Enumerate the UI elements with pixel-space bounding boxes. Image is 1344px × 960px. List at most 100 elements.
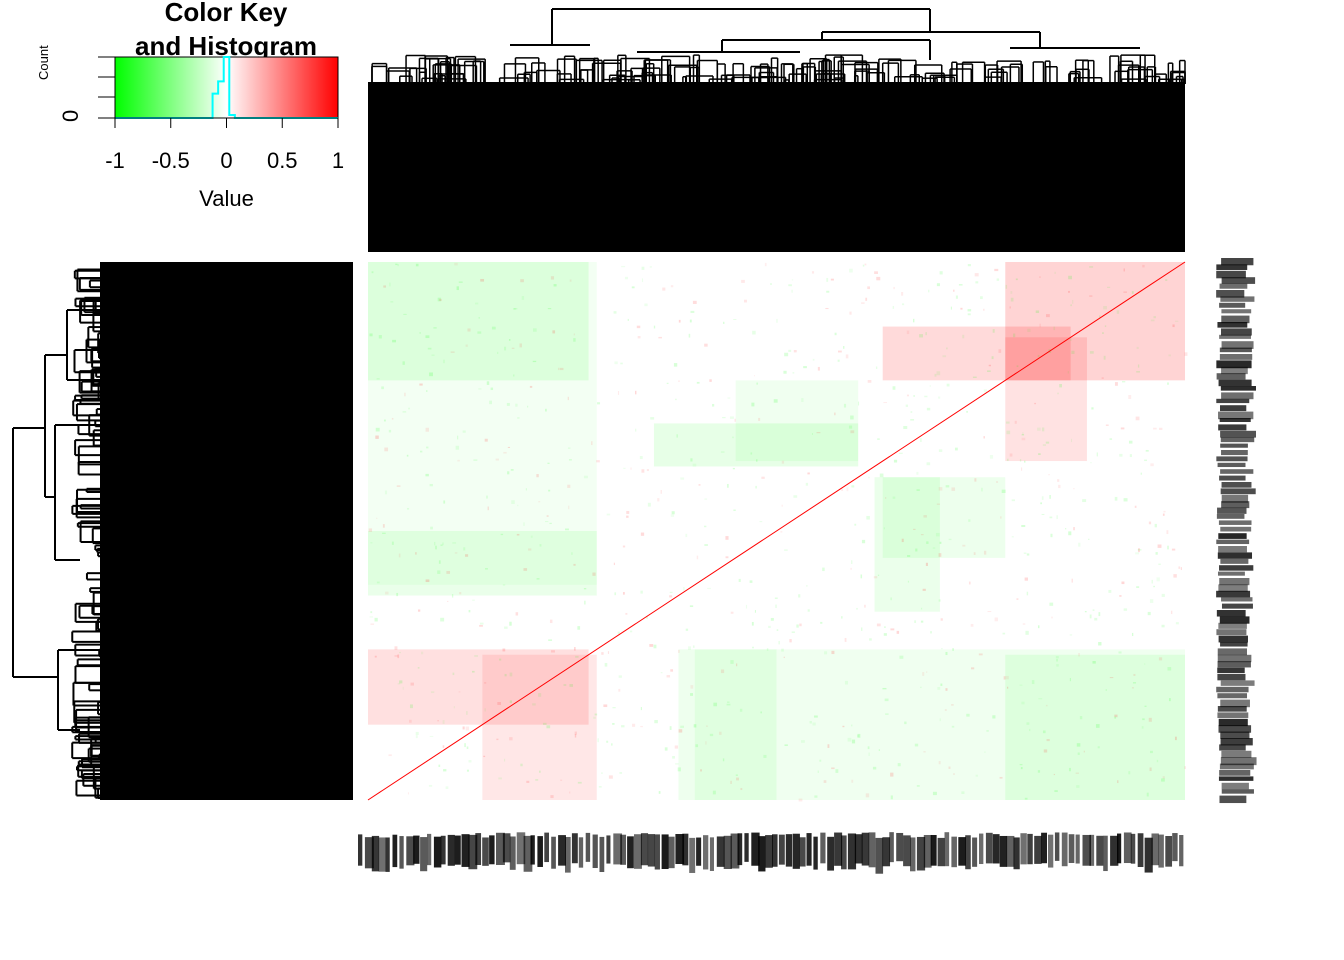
heatmap-cell	[504, 626, 508, 629]
heatmap-cell	[759, 521, 763, 523]
column-label	[1103, 835, 1108, 872]
heatmap-cell	[755, 485, 757, 489]
heatmap-cell	[898, 452, 903, 454]
heatmap-cell	[817, 770, 819, 773]
heatmap-cell	[752, 330, 756, 335]
heatmap-cell	[1046, 738, 1050, 742]
heatmap-cell	[466, 711, 468, 715]
heatmap-cell	[874, 271, 878, 274]
heatmap-cell	[1161, 593, 1165, 597]
heatmap-cell	[704, 343, 708, 347]
heatmap-cell	[1057, 392, 1059, 395]
heatmap-cell	[883, 527, 885, 530]
heatmap-cell	[1091, 407, 1094, 410]
column-label	[565, 836, 571, 873]
heatmap-cell	[727, 397, 731, 399]
heatmap-cell	[905, 404, 909, 407]
heatmap-cell	[966, 713, 970, 717]
heatmap-cell	[885, 713, 889, 715]
heatmap-cell	[781, 504, 783, 507]
heatmap-cell	[926, 671, 928, 673]
column-label	[889, 832, 894, 863]
heatmap-cell	[594, 713, 598, 716]
column-label	[627, 836, 634, 869]
heatmap-cell	[507, 471, 510, 475]
heatmap-cell	[451, 594, 454, 598]
heatmap-cell	[811, 271, 815, 274]
heatmap-cell	[841, 616, 843, 619]
heatmap-cell	[776, 318, 778, 323]
heatmap-cell	[948, 538, 952, 541]
heatmap-cell	[685, 533, 688, 538]
heatmap-cell	[640, 532, 645, 536]
column-label	[482, 837, 489, 866]
heatmap-cell	[929, 385, 931, 387]
row-label	[1220, 437, 1255, 443]
heatmap-block-mirror	[1005, 337, 1087, 462]
heatmap-cell	[406, 454, 409, 457]
heatmap-cell	[883, 633, 887, 636]
row-label	[1218, 546, 1247, 553]
heatmap-cell	[445, 786, 449, 790]
column-label	[537, 836, 543, 867]
heatmap-cell	[713, 702, 718, 707]
heatmap-cell	[834, 332, 837, 336]
heatmap-cell	[569, 684, 574, 687]
heatmap-cell	[928, 289, 930, 293]
heatmap-cell	[962, 544, 966, 547]
heatmap-cell	[1156, 577, 1160, 582]
heatmap-cell	[1128, 771, 1131, 775]
column-label	[958, 837, 966, 866]
heatmap-cell	[630, 467, 632, 470]
heatmap-cell	[778, 640, 780, 645]
heatmap-cell	[1089, 295, 1093, 298]
heatmap-cell	[370, 611, 373, 614]
heatmap-cell	[1168, 354, 1171, 357]
heatmap-cell	[730, 611, 734, 614]
column-label	[1089, 834, 1095, 866]
heatmap-cell	[565, 528, 569, 531]
heatmap-cell	[1070, 338, 1072, 341]
heatmap-cell	[704, 525, 707, 528]
column-label	[1013, 837, 1020, 870]
row-label	[1216, 264, 1248, 270]
heatmap-cell	[1101, 377, 1104, 379]
heatmap-cell	[1059, 384, 1062, 388]
heatmap-cell	[834, 412, 836, 416]
heatmap-cell	[429, 372, 433, 377]
heatmap-cell	[671, 511, 675, 515]
row-label	[1218, 584, 1248, 592]
heatmap-cell	[709, 379, 712, 382]
heatmap-cell	[1150, 463, 1154, 467]
heatmap-cell	[986, 730, 989, 732]
heatmap-cell	[856, 734, 860, 738]
row-label	[1220, 430, 1257, 438]
column-label	[861, 832, 870, 866]
heatmap-cell	[843, 403, 847, 408]
heatmap-cell	[440, 544, 443, 547]
heatmap-cell	[438, 560, 441, 564]
heatmap-cell	[781, 648, 784, 652]
heatmap-cell	[938, 599, 941, 602]
heatmap-cell	[948, 766, 951, 769]
heatmap-cell	[376, 517, 378, 519]
heatmap-cell	[849, 311, 852, 315]
heatmap-cell	[835, 769, 839, 773]
heatmap-cell	[897, 763, 901, 767]
heatmap-cell	[946, 347, 948, 350]
row-label	[1219, 418, 1251, 423]
heatmap-cell	[368, 528, 373, 532]
heatmap-cell	[1118, 651, 1122, 654]
heatmap-cell	[732, 436, 734, 439]
heatmap-cell	[1082, 499, 1087, 503]
heatmap-cell	[1053, 773, 1055, 776]
heatmap-cell	[1065, 528, 1067, 530]
heatmap-cell	[1041, 496, 1044, 500]
heatmap-cell	[816, 432, 821, 434]
heatmap-cell	[968, 519, 971, 522]
heatmap-cell	[1037, 427, 1041, 431]
heatmap-cell	[398, 553, 401, 558]
heatmap-cell	[491, 326, 496, 330]
row-label	[1216, 270, 1246, 279]
heatmap-cell	[546, 515, 549, 517]
